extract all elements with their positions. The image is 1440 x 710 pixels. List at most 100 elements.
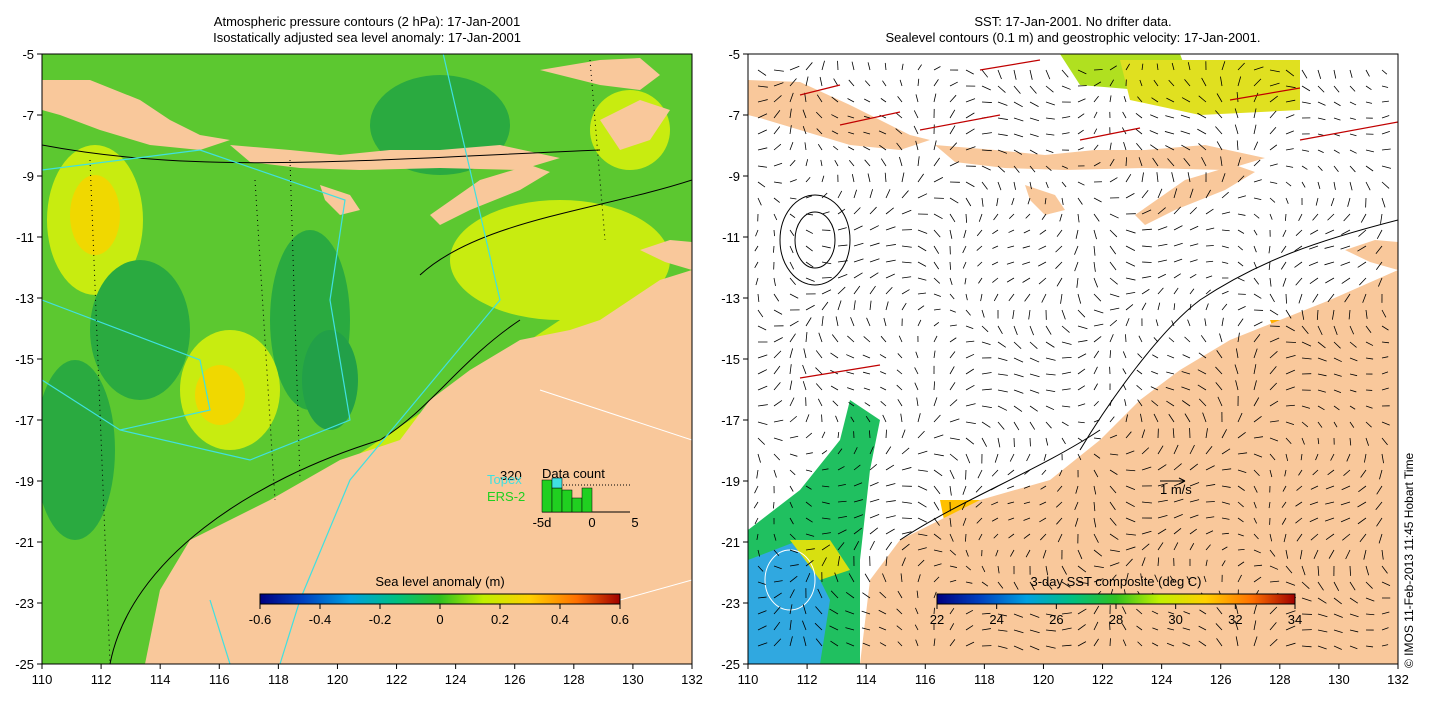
velocity-arrow [879,354,887,359]
velocity-arrow [1024,469,1031,475]
velocity-arrow [1141,63,1144,71]
velocity-arrow [853,207,861,215]
velocity-arrow [1365,341,1374,346]
velocity-arrow [815,367,823,375]
velocity-arrow [1149,130,1159,135]
velocity-arrow [896,608,903,615]
velocity-arrow [1189,528,1198,535]
velocity-arrow [885,429,887,439]
velocity-arrow [963,229,967,239]
velocity-arrow [1045,117,1055,120]
velocity-arrow [1205,303,1209,311]
velocity-arrow [815,111,823,119]
velocity-arrow [1077,129,1084,135]
velocity-arrow [1349,405,1356,410]
velocity-arrow [869,464,877,471]
velocity-arrow [1325,277,1335,284]
velocity-arrow [1093,419,1100,423]
x-tick-label: 116 [915,672,936,687]
velocity-arrow [1093,144,1099,151]
velocity-arrow [1125,517,1136,523]
velocity-arrow [805,485,812,490]
velocity-arrow [802,620,807,631]
velocity-arrow [1349,421,1355,428]
velocity-arrow [1173,225,1183,231]
velocity-arrow [992,229,999,235]
velocity-arrow [1109,399,1113,407]
velocity-arrow [835,316,839,327]
velocity-arrow [1381,165,1392,169]
velocity-arrow [1077,608,1087,615]
velocity-arrow [1317,565,1320,576]
velocity-arrow [1167,158,1175,167]
velocity-arrow [863,371,871,375]
velocity-arrow [917,574,921,583]
velocity-arrow [1173,242,1183,247]
velocity-arrow [997,325,1003,335]
velocity-arrow [1365,581,1373,589]
velocity-arrow [1235,380,1239,391]
hist-tick: 0 [588,515,595,530]
velocity-arrow [1221,173,1226,183]
nusa-tenggara-islands [935,145,1265,170]
velocity-arrow [1093,277,1099,288]
left-map [42,54,692,664]
velocity-arrow [1013,101,1023,108]
velocity-arrow [1141,275,1152,279]
velocity-arrow [1333,597,1342,605]
velocity-arrow [1168,337,1175,343]
velocity-arrow [1198,398,1207,407]
velocity-arrow [864,402,871,407]
velocity-arrow [949,337,957,343]
velocity-arrow [1157,464,1167,471]
velocity-arrow [1172,428,1175,439]
velocity-arrow [901,63,904,71]
velocity-arrow [821,60,825,71]
velocity-arrow [1381,85,1389,88]
velocity-arrow [1045,325,1052,335]
x-tick-label: 114 [856,672,877,687]
velocity-arrow [850,317,855,327]
velocity-arrow [1295,229,1303,237]
velocity-arrow [805,76,809,87]
velocity-arrow [1349,597,1359,604]
velocity-arrow [1327,469,1335,476]
velocity-arrow [949,399,958,407]
velocity-arrow [1285,369,1296,375]
velocity-arrow [1365,165,1374,172]
velocity-arrow [851,174,855,183]
velocity-arrow [1330,453,1335,461]
velocity-arrow [789,517,794,525]
y-tick-label: -11 [722,230,740,245]
velocity-arrow [1220,76,1223,87]
velocity-arrow [1357,517,1367,525]
velocity-arrow [1137,96,1143,103]
velocity-arrow [895,128,903,135]
velocity-arrow [965,353,975,359]
velocity-arrow [805,229,814,234]
velocity-arrow [789,108,792,119]
velocity-arrow [1221,517,1230,520]
velocity-arrow [1125,261,1136,267]
velocity-arrow [789,549,798,554]
velocity-arrow [1253,380,1257,391]
velocity-arrow [805,277,815,282]
velocity-arrow [1237,412,1243,423]
velocity-arrow [1045,565,1049,576]
velocity-arrow [1221,191,1229,199]
velocity-arrow [965,641,975,647]
velocity-arrow [1301,421,1309,428]
velocity-arrow [965,453,971,464]
velocity-arrow [1189,444,1195,455]
velocity-arrow [915,140,919,151]
velocity-arrow [1324,261,1335,266]
velocity-arrow [815,606,823,615]
velocity-arrow [1285,130,1294,135]
velocity-arrow [821,261,832,265]
pressure-contour [109,319,521,664]
velocity-arrow [1301,149,1310,152]
velocity-arrow [1156,172,1159,183]
velocity-arrow [1109,549,1120,552]
velocity-arrow [883,317,887,327]
velocity-arrow [1182,354,1191,359]
